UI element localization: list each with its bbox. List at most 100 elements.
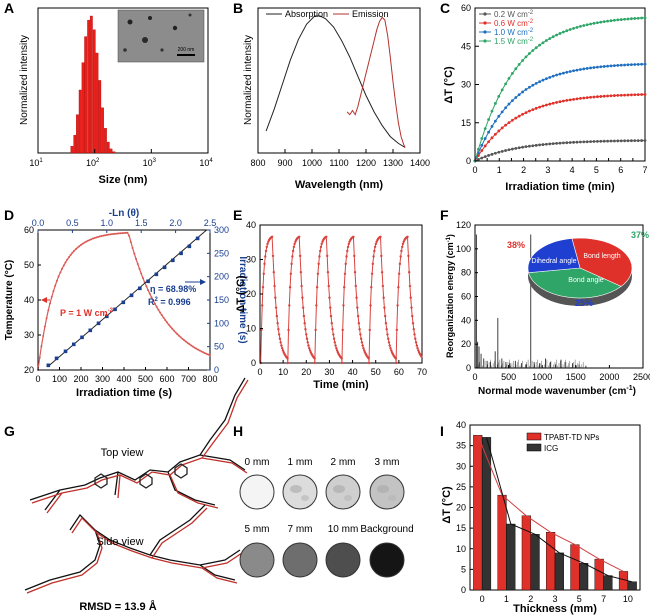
size-bar — [89, 15, 93, 154]
panel-d-r2-annotation: R2 = 0.996 — [148, 297, 191, 307]
data-point — [383, 314, 387, 318]
panel-c-ylabel: ΔT (°C) — [443, 66, 455, 104]
data-point — [316, 272, 320, 275]
data-point — [643, 139, 647, 142]
data-point — [626, 17, 630, 21]
thickness-bar — [530, 534, 540, 591]
data-point — [317, 262, 320, 266]
tick-label: 101 — [29, 158, 43, 168]
data-point — [305, 337, 309, 340]
data-point — [293, 242, 296, 246]
data-point — [164, 319, 167, 322]
data-point — [135, 257, 138, 260]
data-point — [623, 63, 626, 67]
panel-f-pie: Dihedral angle 38% Bond length 37% Bond angl… — [507, 230, 649, 308]
thickness-bar — [627, 581, 637, 591]
data-point — [386, 333, 389, 336]
tem-inset-image — [117, 9, 205, 63]
tick-label: 103 — [143, 158, 157, 168]
fit-point — [80, 335, 84, 340]
tem-particle — [172, 25, 178, 31]
well-image — [325, 542, 361, 578]
data-point — [387, 341, 391, 344]
data-point — [109, 233, 112, 236]
thickness-bar — [554, 552, 564, 591]
data-point — [123, 232, 125, 235]
data-point — [616, 139, 620, 143]
thickness-bar — [603, 575, 613, 591]
tem-particle — [142, 37, 148, 43]
data-point — [613, 64, 616, 68]
data-point — [395, 328, 399, 332]
tick-label: 0 — [257, 367, 262, 377]
data-point — [61, 267, 64, 270]
size-bar — [70, 145, 74, 154]
data-point — [592, 95, 596, 99]
data-point — [494, 132, 497, 136]
tick-label: 1000 — [302, 158, 322, 168]
pie-slice-label: Bond length — [583, 253, 620, 260]
data-point — [290, 262, 293, 266]
data-point — [606, 94, 609, 98]
fit-point — [54, 356, 59, 361]
data-point — [487, 140, 490, 144]
panel-c-x-ticks: 0 1 2 3 4 5 6 7 — [472, 158, 648, 175]
pie-slice — [528, 267, 622, 299]
panel-label-f: F — [440, 207, 449, 223]
data-point — [609, 19, 613, 23]
data-point — [355, 296, 358, 299]
tick-label: 0.0 — [32, 218, 45, 228]
pie-slice-percent: 37% — [631, 230, 649, 240]
data-point — [179, 336, 182, 339]
data-point — [345, 255, 348, 258]
tick-label: 1200 — [356, 158, 376, 168]
data-point — [616, 18, 620, 22]
data-point — [387, 337, 390, 340]
data-point — [521, 145, 524, 149]
data-point — [335, 347, 338, 350]
thickness-bar — [481, 437, 492, 591]
data-point — [172, 329, 175, 332]
data-point — [380, 271, 384, 274]
well-image — [282, 542, 318, 578]
tick-label: 300 — [95, 374, 110, 384]
tick-label: 7 — [642, 165, 647, 175]
data-point — [45, 317, 48, 320]
fit-point — [187, 244, 192, 249]
data-point — [541, 78, 545, 82]
data-point — [97, 235, 100, 238]
tick-label: 0 — [472, 165, 477, 175]
data-point — [261, 286, 265, 289]
data-point — [55, 279, 58, 282]
data-point — [534, 106, 538, 110]
data-point — [88, 238, 91, 241]
data-point — [408, 284, 412, 288]
data-point — [562, 71, 565, 75]
data-point — [568, 141, 572, 144]
data-point — [548, 142, 552, 146]
data-point — [362, 347, 365, 350]
data-point — [626, 93, 630, 97]
legend-tpabt-swatch — [526, 432, 542, 441]
data-point — [562, 30, 565, 34]
panel-c-legend: 0.2 W cm-20.6 W cm-21.0 W cm-21.5 W cm-2 — [479, 10, 534, 46]
data-point — [582, 96, 586, 100]
fit-point — [88, 328, 93, 333]
data-point — [104, 234, 107, 237]
tick-exponent: 4 — [209, 158, 213, 164]
data-point — [320, 242, 323, 246]
data-point — [388, 344, 391, 347]
tick-label: 4 — [570, 165, 575, 175]
tick-label: 500 — [138, 374, 153, 384]
data-point — [623, 139, 626, 143]
data-point — [524, 145, 528, 149]
tick-label: 0 — [251, 358, 256, 368]
data-point — [193, 346, 196, 349]
tick-label: 6 — [618, 165, 623, 175]
well-label: 0 mm — [245, 457, 270, 468]
data-point — [95, 236, 98, 239]
tick-label: 0 — [480, 594, 485, 604]
data-point — [157, 308, 160, 311]
data-point — [565, 99, 569, 102]
